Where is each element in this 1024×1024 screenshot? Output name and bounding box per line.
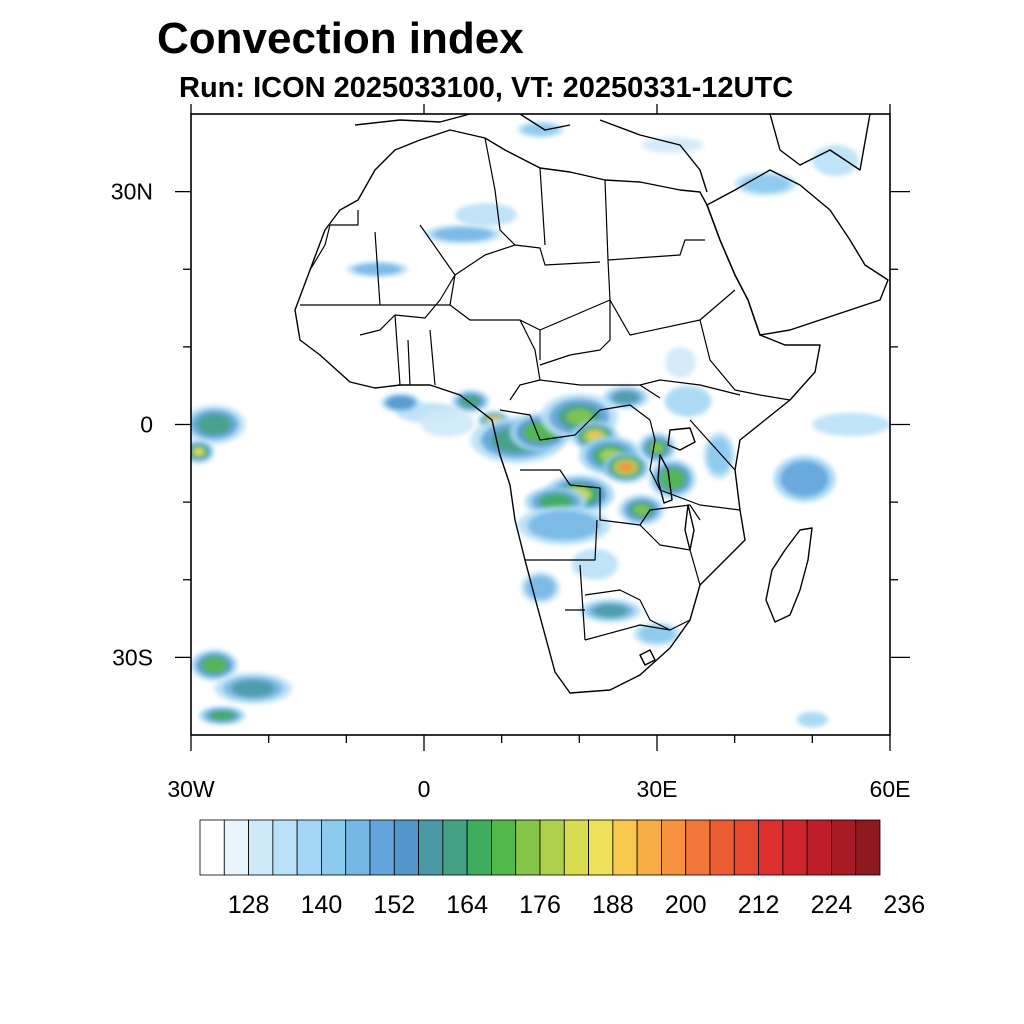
- colorbar-label: 164: [446, 891, 488, 919]
- colorbar-swatch: [563, 819, 589, 876]
- convection-cell: [773, 455, 836, 503]
- colorbar-swatch: [442, 819, 468, 876]
- convection-cell: [664, 385, 712, 417]
- colorbar-swatch: [539, 819, 565, 876]
- lake-malawi: [684, 504, 695, 551]
- colorbar-swatch: [296, 819, 322, 876]
- colorbar-swatch: [369, 819, 395, 876]
- colorbar-swatch: [515, 819, 541, 876]
- colorbar-swatch: [248, 819, 274, 876]
- colorbar-swatch: [612, 819, 638, 876]
- colorbar-label: 176: [519, 891, 561, 919]
- lon-tick-label: 0: [418, 776, 431, 802]
- colorbar-swatch: [831, 819, 857, 876]
- colorbar-swatch: [199, 819, 225, 876]
- convection-cell: [703, 432, 735, 479]
- colorbar-swatch: [758, 819, 784, 876]
- lon-tick-label: 30E: [637, 776, 678, 802]
- colorbar-swatch: [661, 819, 687, 876]
- colorbar-label: 152: [373, 891, 415, 919]
- colorbar-swatch: [345, 819, 371, 876]
- lat-tick-label: 30S: [112, 644, 153, 670]
- run-subtitle: Run: ICON 2025033100, VT: 20250331-12UTC: [179, 72, 794, 104]
- colorbar-label: 212: [738, 891, 780, 919]
- colorbar-swatch: [806, 819, 832, 876]
- colorbar-swatch: [393, 819, 419, 876]
- colorbar-swatch: [733, 819, 759, 876]
- map-ticks: [175, 104, 910, 751]
- convection-cell: [602, 385, 650, 409]
- colorbar-swatch: [709, 819, 735, 876]
- convection-cell: [796, 711, 828, 728]
- country-borders: [300, 137, 791, 641]
- colorbar-label: 236: [883, 891, 925, 919]
- lon-tick-label: 30W: [167, 776, 215, 802]
- colorbar-swatch: [418, 819, 444, 876]
- convection-cell: [420, 408, 475, 437]
- convection-cell: [618, 494, 665, 526]
- convection-cell: [191, 405, 246, 444]
- lon-tick-label: 60E: [870, 776, 911, 802]
- convection-cell: [664, 346, 696, 378]
- convection-cell: [602, 451, 650, 483]
- lat-tick-label: 0: [140, 412, 153, 438]
- convection-cell: [191, 649, 238, 681]
- colorbar-swatch: [588, 819, 614, 876]
- colorbar-label: 128: [228, 891, 270, 919]
- convection-cell: [191, 440, 215, 464]
- lake-tanganyika: [657, 454, 673, 504]
- lake-victoria: [667, 427, 696, 451]
- convection-cell: [198, 706, 246, 725]
- convection-cell: [579, 599, 642, 623]
- colorbar-swatch: [491, 819, 517, 876]
- convection-cell: [812, 145, 859, 177]
- convection-cell: [812, 412, 890, 437]
- colorbar-swatch: [685, 819, 711, 876]
- colorbar-swatch: [782, 819, 808, 876]
- lat-tick-label: 30N: [111, 179, 153, 205]
- convection-field: [191, 121, 890, 728]
- convection-cell: [451, 389, 491, 413]
- coastlines-and-borders: [294, 114, 889, 694]
- axis-tick-labels: 30W 0 30E 60E 30N 0 30S: [111, 179, 911, 802]
- map-title: Convection index: [157, 14, 524, 63]
- colorbar-swatch: [466, 819, 492, 876]
- convection-cell: [734, 172, 797, 196]
- europe-coastline: [354, 114, 471, 126]
- convection-cell: [649, 459, 696, 499]
- convection-cell: [641, 137, 704, 153]
- madagascar-coastline: [765, 527, 813, 623]
- africa-coastline: [294, 129, 821, 694]
- convection-cell: [381, 393, 421, 413]
- colorbar-swatch: [855, 819, 881, 876]
- colorbar-swatch: [636, 819, 662, 876]
- convection-cell: [517, 121, 564, 138]
- convection-cell: [214, 672, 292, 704]
- colorbar-label: 188: [592, 891, 634, 919]
- convection-cell: [424, 225, 502, 244]
- convection-cell: [455, 203, 518, 227]
- colorbar-label: 224: [811, 891, 853, 919]
- colorbar-label: 200: [665, 891, 707, 919]
- colorbar-swatch: [272, 819, 298, 876]
- convection-cell: [637, 432, 677, 464]
- convection-cell: [571, 548, 619, 580]
- colorbar-swatch: [321, 819, 347, 876]
- colorbar: 128 140 152 164 176 188 200 212 224 236: [199, 819, 925, 919]
- convection-cell: [517, 506, 611, 545]
- arabia-coastline: [706, 169, 889, 336]
- convection-cell: [521, 571, 560, 604]
- colorbar-label: 140: [301, 891, 343, 919]
- colorbar-swatch: [223, 819, 249, 876]
